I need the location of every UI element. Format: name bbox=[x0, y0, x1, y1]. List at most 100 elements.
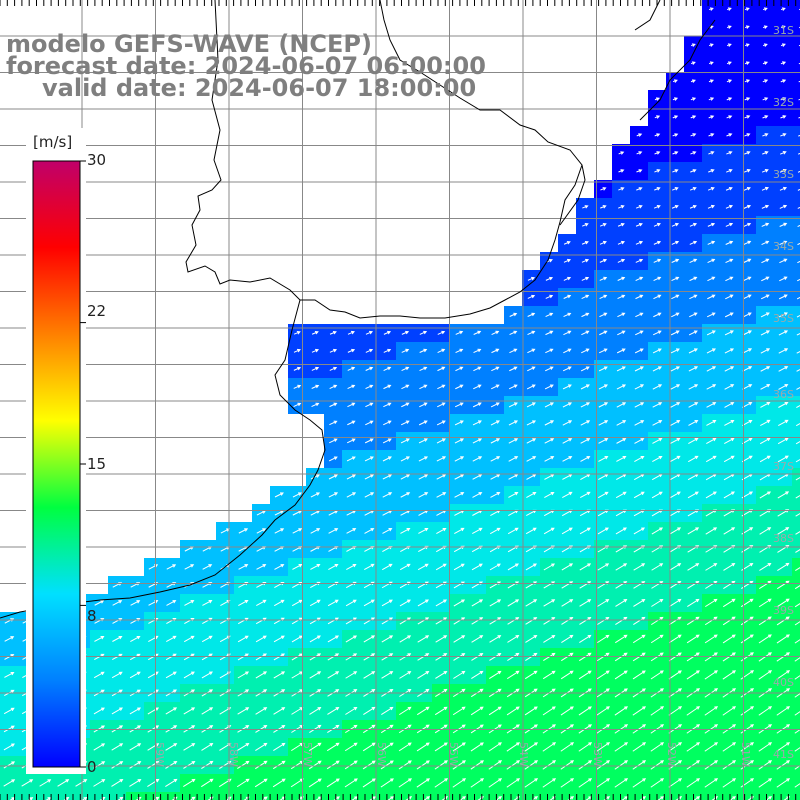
wind-arrow bbox=[111, 743, 124, 751]
wind-arrow bbox=[693, 796, 701, 800]
wind-speed-cell bbox=[252, 792, 270, 800]
wind-arrow bbox=[706, 366, 717, 372]
wind-arrow bbox=[724, 419, 735, 426]
wind-arrow bbox=[543, 617, 556, 625]
wind-arrow bbox=[311, 330, 319, 335]
wind-arrow bbox=[346, 438, 356, 444]
wind-arrow bbox=[704, 616, 718, 626]
wind-arrow bbox=[437, 402, 446, 408]
wind-arrow bbox=[400, 438, 410, 444]
wind-arrow bbox=[507, 563, 519, 571]
wind-arrow bbox=[706, 437, 717, 445]
wind-speed-cell bbox=[198, 792, 216, 800]
wind-arrow bbox=[328, 492, 339, 498]
wind-arrow bbox=[794, 729, 800, 734]
wind-arrow bbox=[526, 438, 537, 444]
wind-arrow bbox=[742, 330, 752, 336]
wind-arrow bbox=[202, 600, 213, 606]
wind-arrow bbox=[437, 348, 446, 353]
wind-arrow bbox=[618, 205, 625, 209]
lon-label: 56W bbox=[375, 742, 388, 767]
wind-arrow bbox=[599, 258, 608, 263]
wind-arrow bbox=[434, 706, 448, 716]
wind-arrow bbox=[346, 492, 357, 498]
wind-arrow bbox=[760, 348, 771, 354]
wind-arrow bbox=[744, 7, 750, 11]
wind-speed-cell bbox=[468, 792, 486, 800]
wind-arrow bbox=[599, 312, 608, 318]
wind-arrow bbox=[93, 743, 106, 751]
forecast-date: forecast date: 2024-06-07 06:00:00 bbox=[6, 52, 486, 80]
wind-arrow bbox=[795, 567, 800, 572]
wind-arrow bbox=[686, 634, 700, 644]
wind-arrow bbox=[759, 562, 772, 571]
wind-arrow bbox=[524, 778, 539, 788]
wind-arrow bbox=[489, 599, 502, 607]
wind-arrow bbox=[634, 455, 645, 462]
wind-arrow bbox=[708, 43, 714, 47]
wind-arrow bbox=[704, 778, 719, 788]
wind-arrow bbox=[459, 796, 467, 800]
wind-arrow bbox=[686, 616, 700, 626]
wind-arrow bbox=[183, 671, 195, 679]
wind-arrow bbox=[797, 260, 800, 264]
colorbar-tick-30: 30 bbox=[87, 151, 107, 169]
wind-arrow bbox=[599, 240, 607, 245]
wind-arrow bbox=[598, 384, 608, 390]
wind-arrow bbox=[670, 384, 681, 390]
wind-arrow bbox=[473, 348, 482, 354]
wind-speed-cell bbox=[792, 126, 800, 144]
wind-speed-cell bbox=[792, 540, 800, 558]
wind-arrow bbox=[759, 491, 772, 499]
wind-arrow bbox=[380, 760, 394, 770]
wind-arrow bbox=[744, 133, 751, 137]
wind-arrow bbox=[761, 168, 769, 173]
wind-arrow bbox=[670, 366, 681, 372]
wind-arrow bbox=[634, 348, 644, 354]
wind-speed-cell bbox=[666, 792, 684, 800]
wind-arrow bbox=[758, 670, 773, 680]
wind-arrow bbox=[542, 706, 556, 716]
wind-arrow bbox=[778, 401, 789, 408]
wind-arrow bbox=[75, 779, 88, 787]
wind-arrow bbox=[762, 97, 769, 101]
wind-arrow bbox=[578, 742, 593, 752]
wind-arrow bbox=[495, 796, 503, 800]
wind-arrow bbox=[617, 330, 626, 336]
wind-arrow bbox=[762, 79, 769, 83]
wind-speed-cell bbox=[792, 234, 800, 252]
wind-arrow bbox=[598, 348, 608, 354]
wind-arrow bbox=[563, 240, 571, 245]
wind-arrow bbox=[329, 384, 338, 389]
wind-arrow bbox=[653, 240, 662, 245]
wind-arrow bbox=[563, 330, 572, 336]
wind-arrow bbox=[796, 332, 800, 336]
wind-arrow bbox=[526, 402, 536, 408]
wind-arrow bbox=[293, 384, 302, 389]
wind-arrow bbox=[670, 402, 681, 408]
wind-arrow bbox=[382, 528, 393, 534]
wind-speed-cell bbox=[72, 792, 90, 800]
wind-arrow bbox=[563, 294, 572, 299]
wind-arrow bbox=[581, 330, 590, 336]
wind-arrow bbox=[690, 97, 697, 101]
wind-arrow bbox=[794, 765, 800, 770]
wind-speed-cell bbox=[180, 792, 198, 800]
wind-arrow bbox=[567, 796, 575, 800]
wind-arrow bbox=[363, 671, 376, 679]
wind-arrow bbox=[668, 760, 683, 770]
wind-arrow bbox=[344, 742, 358, 752]
wind-arrow bbox=[726, 43, 732, 47]
wind-arrow bbox=[598, 366, 608, 372]
wind-arrow bbox=[724, 402, 735, 408]
wind-arrow bbox=[634, 366, 644, 372]
wind-arrow bbox=[689, 258, 698, 263]
wind-arrow bbox=[452, 706, 466, 716]
wind-arrow bbox=[490, 420, 500, 426]
colorbar-tick-15: 15 bbox=[87, 455, 107, 473]
wind-arrow bbox=[795, 495, 800, 499]
wind-arrow bbox=[744, 61, 750, 65]
wind-arrow bbox=[743, 240, 752, 245]
wind-arrow bbox=[455, 330, 464, 335]
wind-arrow bbox=[617, 312, 626, 318]
